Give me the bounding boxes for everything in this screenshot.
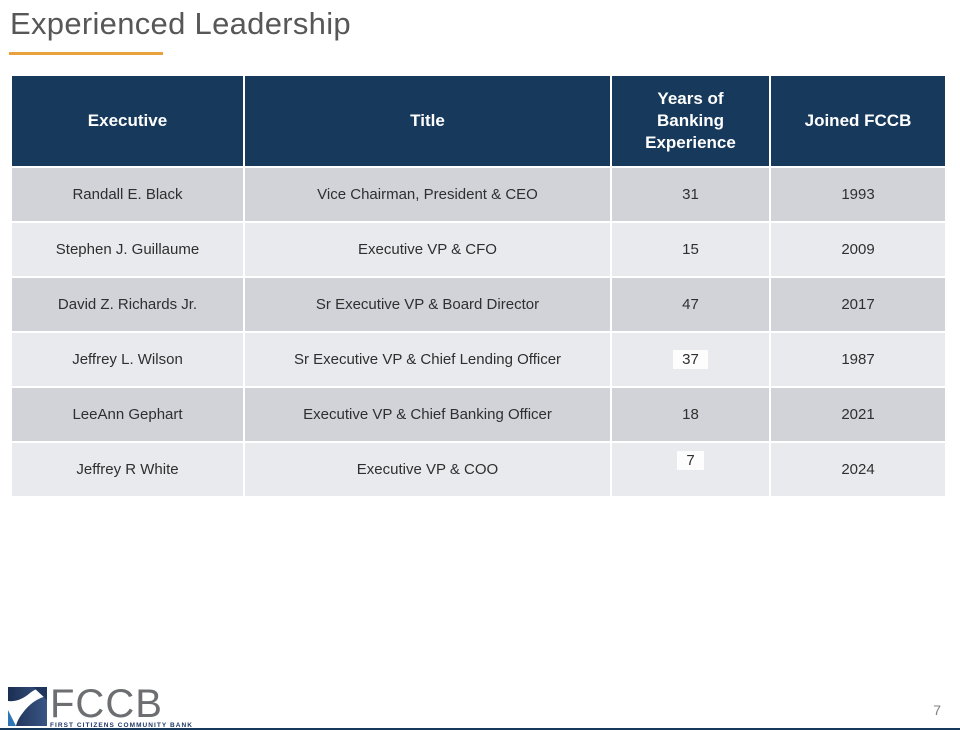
cell-title: Sr Executive VP & Chief Lending Officer <box>245 333 612 388</box>
table-row: David Z. Richards Jr. Sr Executive VP & … <box>12 278 945 333</box>
years-highlight-patch: 37 <box>673 350 708 369</box>
cell-years: 47 <box>612 278 771 333</box>
bottom-border-bar <box>0 728 960 730</box>
cell-executive: David Z. Richards Jr. <box>12 278 245 333</box>
page-title: Experienced Leadership <box>10 6 351 41</box>
leadership-table: Executive Title Years of Banking Experie… <box>12 76 945 498</box>
cell-joined: 1987 <box>771 333 945 388</box>
cell-joined: 2009 <box>771 223 945 278</box>
table-row: Randall E. Black Vice Chairman, Presiden… <box>12 168 945 223</box>
cell-executive: LeeAnn Gephart <box>12 388 245 443</box>
table-row: Jeffrey R White Executive VP & COO 7 202… <box>12 443 945 498</box>
title-underline <box>9 52 163 55</box>
logo-text-column: FCCB FIRST CITIZENS COMMUNITY BANK <box>50 682 193 729</box>
cell-joined: 2021 <box>771 388 945 443</box>
cell-joined: 1993 <box>771 168 945 223</box>
cell-title: Executive VP & COO <box>245 443 612 498</box>
cell-years: 37 <box>612 333 771 388</box>
header-executive: Executive <box>12 76 245 168</box>
header-years-of-banking-experience: Years of Banking Experience <box>612 76 771 168</box>
table-row: Stephen J. Guillaume Executive VP & CFO … <box>12 223 945 278</box>
cell-joined: 2017 <box>771 278 945 333</box>
cell-years: 15 <box>612 223 771 278</box>
cell-executive: Stephen J. Guillaume <box>12 223 245 278</box>
cell-executive: Jeffrey L. Wilson <box>12 333 245 388</box>
years-highlight-patch: 7 <box>677 451 704 470</box>
cell-title: Sr Executive VP & Board Director <box>245 278 612 333</box>
cell-joined: 2024 <box>771 443 945 498</box>
table-header-row: Executive Title Years of Banking Experie… <box>12 76 945 168</box>
header-joined-fccb: Joined FCCB <box>771 76 945 168</box>
page-number: 7 <box>933 702 941 718</box>
header-title: Title <box>245 76 612 168</box>
cell-years: 31 <box>612 168 771 223</box>
cell-executive: Randall E. Black <box>12 168 245 223</box>
table-row: Jeffrey L. Wilson Sr Executive VP & Chie… <box>12 333 945 388</box>
cell-years: 18 <box>612 388 771 443</box>
cell-executive: Jeffrey R White <box>12 443 245 498</box>
cell-title: Executive VP & CFO <box>245 223 612 278</box>
logo-tagline: FIRST CITIZENS COMMUNITY BANK <box>50 722 193 729</box>
cell-title: Executive VP & Chief Banking Officer <box>245 388 612 443</box>
road-swoosh-icon <box>8 687 47 726</box>
logo-acronym: FCCB <box>50 682 163 726</box>
cell-years: 7 <box>612 443 771 498</box>
table-row: LeeAnn Gephart Executive VP & Chief Bank… <box>12 388 945 443</box>
cell-title: Vice Chairman, President & CEO <box>245 168 612 223</box>
fccb-logo: FCCB FIRST CITIZENS COMMUNITY BANK <box>8 682 193 729</box>
